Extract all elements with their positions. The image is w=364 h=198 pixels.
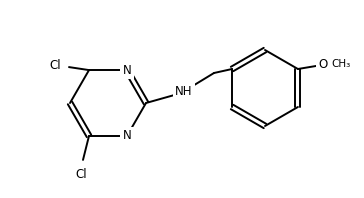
Text: Cl: Cl [75, 168, 87, 181]
Text: NH: NH [175, 85, 193, 97]
Text: O: O [318, 57, 327, 70]
Text: N: N [123, 129, 131, 142]
Text: Cl: Cl [50, 59, 61, 72]
Text: CH₃: CH₃ [331, 59, 350, 69]
Text: N: N [123, 64, 131, 77]
